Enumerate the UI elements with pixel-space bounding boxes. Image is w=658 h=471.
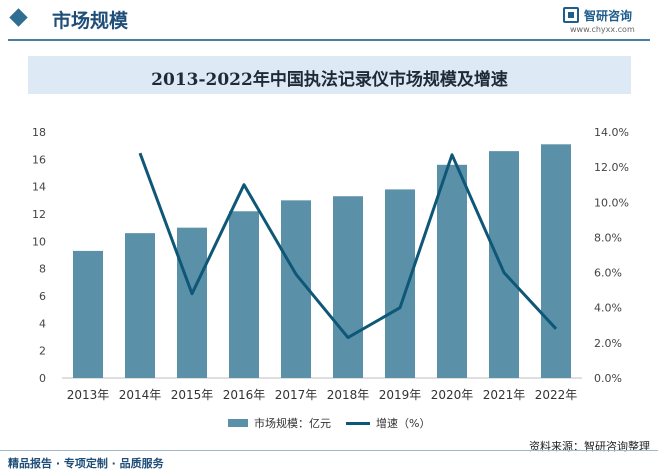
- left-axis-tick-label: 6: [39, 290, 46, 303]
- right-axis-tick-label: 10.0%: [594, 196, 629, 209]
- x-axis-tick-label: 2018年: [327, 388, 370, 402]
- bar: [333, 196, 363, 378]
- left-axis-tick-label: 4: [39, 317, 46, 330]
- left-axis-tick-label: 12: [32, 208, 46, 221]
- right-axis-tick-label: 8.0%: [594, 231, 622, 244]
- x-axis-tick-label: 2016年: [223, 388, 266, 402]
- bar: [73, 250, 103, 378]
- left-axis-tick-label: 0: [39, 372, 46, 385]
- left-axis-tick-label: 10: [32, 235, 46, 248]
- footer-divider: [0, 450, 658, 451]
- bar: [385, 189, 415, 378]
- x-axis-tick-label: 2021年: [483, 388, 526, 402]
- bar: [437, 164, 467, 378]
- footer-slogan: 精品报告 · 专项定制 · 品质服务: [8, 457, 164, 470]
- growth-line: [138, 152, 558, 340]
- legend-bar-label: 市场规模：亿元: [254, 417, 331, 430]
- brand-url: www.chyxx.com: [570, 25, 635, 34]
- bar: [229, 211, 259, 378]
- chart-title: 2013-2022年中国执法记录仪市场规模及增速: [151, 70, 508, 90]
- brand-name: 智研咨询: [584, 9, 633, 23]
- left-axis-tick-label: 16: [32, 153, 46, 166]
- left-axis-tick-label: 18: [32, 126, 46, 139]
- x-axis-tick-label: 2015年: [171, 388, 214, 402]
- bar: [489, 151, 519, 378]
- right-axis-tick-label: 6.0%: [594, 267, 622, 280]
- x-axis-tick-label: 2014年: [119, 388, 162, 402]
- left-axis-tick-label: 2: [39, 345, 46, 358]
- header-divider: [8, 39, 650, 41]
- data-source: 资料来源：智研咨询整理: [529, 440, 650, 453]
- x-axis-tick-label: 2013年: [67, 388, 110, 402]
- section-title: 市场规模: [52, 10, 129, 32]
- x-axis-tick-label: 2022年: [535, 388, 578, 402]
- right-axis-tick-label: 12.0%: [594, 161, 629, 174]
- x-axis-tick-label: 2019年: [379, 388, 422, 402]
- legend-line-label: 增速（%）: [376, 417, 431, 430]
- header: 市场规模 智研咨询 www.chyxx.com: [0, 0, 658, 41]
- bar: [125, 233, 155, 378]
- right-axis-tick-label: 0.0%: [594, 372, 622, 385]
- chart-title-band: 2013-2022年中国执法记录仪市场规模及增速: [28, 56, 631, 94]
- legend-bar-swatch: [228, 419, 248, 427]
- bar: [177, 227, 207, 378]
- right-axis-tick-label: 14.0%: [594, 126, 629, 139]
- bar: [541, 144, 571, 378]
- right-axis-tick-label: 4.0%: [594, 302, 622, 315]
- left-axis-tick-label: 14: [32, 181, 46, 194]
- legend-line-swatch: [346, 422, 370, 425]
- x-axis-tick-label: 2020年: [431, 388, 474, 402]
- chart-legend: 市场规模：亿元 增速（%）: [0, 415, 658, 433]
- brand-logo-icon: [563, 7, 579, 23]
- x-axis-tick-label: 2017年: [275, 388, 318, 402]
- bar: [281, 200, 311, 378]
- right-axis-tick-label: 2.0%: [594, 337, 622, 350]
- left-axis-tick-label: 8: [39, 263, 46, 276]
